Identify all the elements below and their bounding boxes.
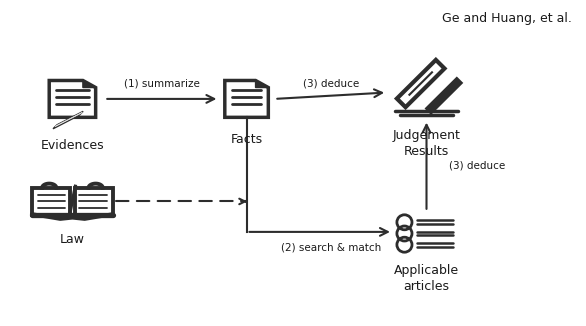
Text: Applicable
articles: Applicable articles — [394, 264, 459, 293]
Text: Law: Law — [60, 233, 85, 246]
Polygon shape — [83, 81, 96, 88]
Polygon shape — [49, 81, 96, 117]
Text: Evidences: Evidences — [40, 139, 104, 152]
Text: (3) deduce: (3) deduce — [448, 161, 505, 171]
Polygon shape — [53, 111, 83, 129]
Polygon shape — [32, 188, 70, 215]
Polygon shape — [55, 112, 83, 127]
Polygon shape — [426, 78, 462, 113]
Text: Judgement
Results: Judgement Results — [393, 129, 461, 158]
Polygon shape — [255, 81, 268, 88]
Polygon shape — [397, 60, 445, 107]
Polygon shape — [76, 188, 113, 215]
Text: Facts: Facts — [230, 133, 263, 145]
Text: Ge and Huang, et al.: Ge and Huang, et al. — [442, 12, 571, 25]
Polygon shape — [225, 81, 268, 117]
Text: (2) search & match: (2) search & match — [281, 242, 381, 252]
Text: (3) deduce: (3) deduce — [302, 79, 359, 89]
Text: (1) summarize: (1) summarize — [124, 79, 200, 89]
